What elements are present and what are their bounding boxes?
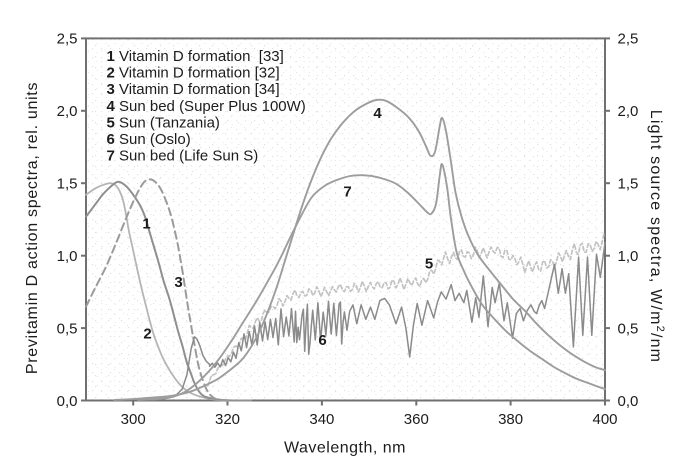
svg-text:7 Sun bed (Life Sun S): 7 Sun bed (Life Sun S) bbox=[107, 148, 259, 165]
svg-text:5: 5 bbox=[425, 256, 433, 273]
svg-text:2,0: 2,0 bbox=[57, 103, 78, 120]
svg-text:4 Sun bed (Super Plus 100W): 4 Sun bed (Super Plus 100W) bbox=[107, 98, 306, 115]
svg-text:2,5: 2,5 bbox=[618, 31, 639, 48]
svg-text:Previtamin D action spectra, r: Previtamin D action spectra, rel. units bbox=[24, 82, 41, 374]
svg-text:0,5: 0,5 bbox=[618, 320, 639, 337]
svg-text:0,5: 0,5 bbox=[57, 320, 78, 337]
svg-text:1,5: 1,5 bbox=[57, 176, 78, 193]
svg-text:400: 400 bbox=[592, 411, 617, 428]
svg-text:3: 3 bbox=[174, 274, 182, 291]
svg-text:360: 360 bbox=[404, 411, 429, 428]
svg-text:4: 4 bbox=[373, 105, 382, 122]
svg-text:7: 7 bbox=[343, 184, 351, 201]
svg-text:6 Sun (Oslo): 6 Sun (Oslo) bbox=[107, 131, 191, 148]
svg-text:2: 2 bbox=[143, 326, 151, 343]
svg-text:2,5: 2,5 bbox=[57, 31, 78, 48]
svg-text:340: 340 bbox=[309, 411, 334, 428]
svg-text:2,0: 2,0 bbox=[618, 103, 639, 120]
svg-text:1,5: 1,5 bbox=[618, 176, 639, 193]
svg-text:2 Vitamin D formation [32]: 2 Vitamin D formation [32] bbox=[107, 65, 280, 82]
svg-text:Wavelength, nm: Wavelength, nm bbox=[284, 440, 406, 457]
svg-text:3 Vitamin D formation [34]: 3 Vitamin D formation [34] bbox=[107, 81, 280, 98]
svg-text:1,0: 1,0 bbox=[618, 248, 639, 265]
svg-text:1 Vitamin D formation [33]: 1 Vitamin D formation [33] bbox=[107, 48, 284, 65]
svg-text:5 Sun (Tanzania): 5 Sun (Tanzania) bbox=[107, 114, 220, 131]
svg-text:0,0: 0,0 bbox=[57, 393, 78, 410]
svg-text:320: 320 bbox=[215, 411, 240, 428]
svg-text:300: 300 bbox=[121, 411, 146, 428]
svg-text:0,0: 0,0 bbox=[618, 393, 639, 410]
svg-text:1,0: 1,0 bbox=[57, 248, 78, 265]
svg-text:Light source spectra, W/m2/nm: Light source spectra, W/m2/nm bbox=[647, 110, 666, 363]
svg-text:1: 1 bbox=[142, 216, 150, 233]
svg-text:6: 6 bbox=[318, 332, 326, 349]
svg-text:380: 380 bbox=[498, 411, 523, 428]
